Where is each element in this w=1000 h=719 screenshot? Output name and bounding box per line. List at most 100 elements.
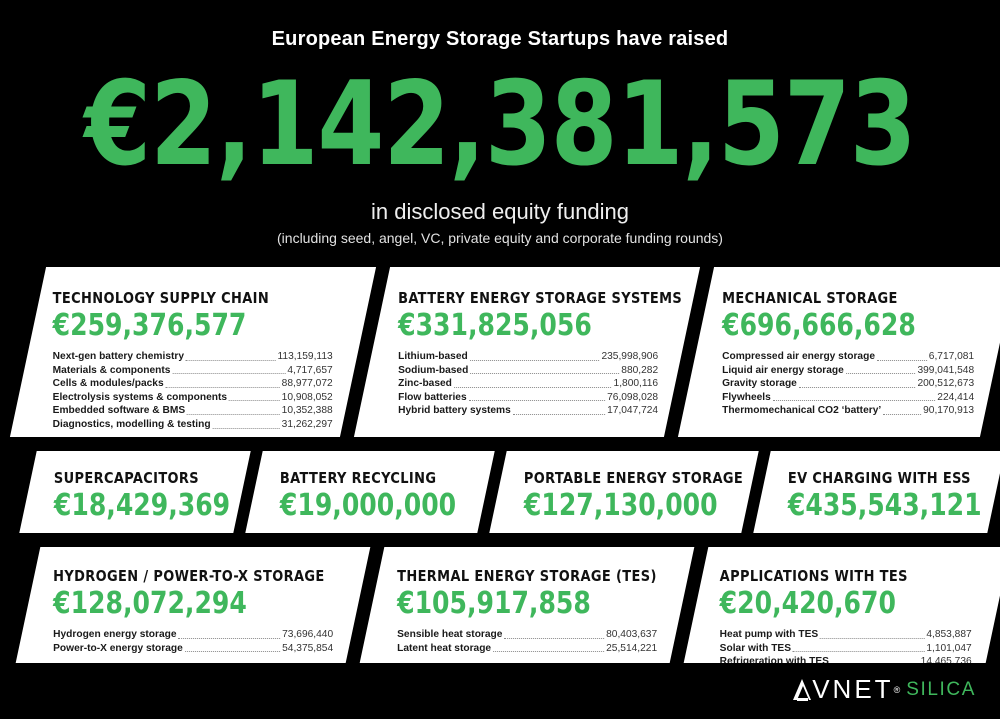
list-item: Next-gen battery chemistry 113,159,113 bbox=[53, 350, 333, 364]
item-label: Flow batteries bbox=[398, 391, 467, 403]
leader-dots bbox=[165, 378, 280, 388]
list-item: Cells & modules/packs 88,977,072 bbox=[53, 377, 333, 391]
card-item-list: Compressed air energy storage 6,717,081 Li… bbox=[722, 350, 974, 418]
card-amount: €331,825,056 bbox=[398, 308, 592, 343]
avnet-a-icon bbox=[793, 677, 812, 703]
leader-dots bbox=[212, 419, 280, 429]
card-item-list: Sensible heat storage 80,403,637 Latent he… bbox=[397, 628, 657, 655]
list-item: Hydrogen energy storage 73,696,440 bbox=[53, 628, 333, 642]
category-card[interactable]: PORTABLE ENERGY STORAGE €127,130,000 bbox=[489, 451, 759, 533]
list-item: Diagnostics, modelling & testing 31,262,2… bbox=[53, 418, 333, 432]
card-title: HYDROGEN / POWER-TO-X STORAGE bbox=[53, 567, 325, 585]
list-item: Solar with TES 1,101,047 bbox=[720, 642, 972, 656]
item-label: Electrolysis systems & components bbox=[52, 391, 228, 403]
hero-total-amount: €2,142,381,573 bbox=[84, 57, 916, 192]
card-amount: €20,420,670 bbox=[719, 586, 896, 621]
item-value: 10,908,052 bbox=[281, 391, 333, 403]
hero-note: (including seed, angel, VC, private equi… bbox=[277, 230, 723, 246]
item-value: 31,262,297 bbox=[281, 418, 333, 430]
leader-dots bbox=[830, 656, 919, 663]
card-amount: €696,666,628 bbox=[722, 308, 916, 343]
leader-dots bbox=[470, 365, 620, 375]
card-title: MECHANICAL STORAGE bbox=[722, 289, 898, 307]
list-item: Sensible heat storage 80,403,637 bbox=[397, 628, 657, 642]
item-label: Power-to-X energy storage bbox=[53, 642, 183, 654]
item-value: 88,977,072 bbox=[281, 378, 333, 390]
item-label: Hydrogen energy storage bbox=[53, 629, 177, 640]
card-amount: €259,376,577 bbox=[52, 308, 247, 343]
category-card[interactable]: APPLICATIONS WITH TES €20,420,670 Heat pum… bbox=[683, 547, 1000, 663]
card-title: THERMAL ENERGY STORAGE (TES) bbox=[397, 567, 657, 585]
leader-dots bbox=[468, 392, 606, 402]
list-item: Gravity storage 200,512,673 bbox=[722, 377, 974, 391]
item-value: 90,170,913 bbox=[923, 405, 975, 417]
card-row-detailed-top: TECHNOLOGY SUPPLY CHAIN €259,376,577 Next-… bbox=[9, 267, 1000, 437]
list-item: Latent heat storage 25,514,221 bbox=[397, 642, 657, 656]
item-value: 399,041,548 bbox=[917, 364, 975, 376]
leader-dots bbox=[793, 643, 925, 653]
item-value: 80,403,637 bbox=[606, 629, 658, 640]
item-value: 113,159,113 bbox=[277, 351, 333, 362]
item-value: 17,047,724 bbox=[607, 405, 659, 417]
category-card[interactable]: HYDROGEN / POWER-TO-X STORAGE €128,072,29… bbox=[15, 547, 371, 663]
card-item-list: Hydrogen energy storage 73,696,440 Power-t… bbox=[53, 628, 333, 655]
list-item: Lithium-based 235,998,906 bbox=[398, 350, 658, 364]
item-value: 235,998,906 bbox=[601, 351, 659, 362]
leader-dots bbox=[876, 351, 927, 361]
item-value: 76,098,028 bbox=[607, 391, 659, 403]
card-amount: €127,130,000 bbox=[523, 488, 718, 523]
item-value: 25,514,221 bbox=[606, 642, 658, 654]
item-label: Cells & modules/packs bbox=[52, 378, 164, 390]
leader-dots bbox=[229, 392, 280, 402]
list-item: Zinc-based 1,800,116 bbox=[398, 377, 658, 391]
category-card[interactable]: TECHNOLOGY SUPPLY CHAIN €259,376,577 Next-… bbox=[9, 267, 377, 437]
item-value: 4,853,887 bbox=[926, 629, 972, 640]
category-card[interactable]: BATTERY ENERGY STORAGE SYSTEMS €331,825,0… bbox=[353, 267, 701, 437]
item-label: Sodium-based bbox=[398, 364, 469, 376]
leader-dots bbox=[883, 405, 922, 415]
leader-dots bbox=[172, 365, 286, 375]
item-label: Heat pump with TES bbox=[719, 629, 819, 640]
leader-dots bbox=[845, 365, 916, 375]
list-item: Hybrid battery systems 17,047,724 bbox=[398, 404, 658, 418]
item-label: Next-gen battery chemistry bbox=[52, 351, 185, 362]
card-title: PORTABLE ENERGY STORAGE bbox=[523, 469, 744, 487]
item-label: Gravity storage bbox=[722, 378, 797, 390]
list-item: Materials & components 4,717,657 bbox=[53, 364, 333, 378]
item-value: 200,512,673 bbox=[917, 378, 975, 390]
leader-dots bbox=[469, 351, 600, 361]
list-item: Refrigeration with TES 14,465,736 bbox=[720, 655, 972, 663]
list-item: Electrolysis systems & components 10,908,… bbox=[53, 391, 333, 405]
item-value: 14,465,736 bbox=[920, 656, 972, 663]
item-label: Refrigeration with TES bbox=[719, 656, 829, 663]
category-card[interactable]: BATTERY RECYCLING €19,000,000 bbox=[245, 451, 495, 533]
item-value: 1,800,116 bbox=[613, 378, 659, 390]
item-label: Lithium-based bbox=[398, 351, 468, 362]
item-value: 73,696,440 bbox=[282, 629, 334, 640]
leader-dots bbox=[186, 351, 276, 361]
card-title: BATTERY ENERGY STORAGE SYSTEMS bbox=[398, 289, 683, 307]
leader-dots bbox=[178, 629, 281, 639]
card-amount: €128,072,294 bbox=[53, 586, 247, 621]
hero-kicker: European Energy Storage Startups have ra… bbox=[271, 28, 729, 50]
item-label: Zinc-based bbox=[398, 378, 452, 390]
category-card[interactable]: SUPERCAPACITORS €18,429,369 bbox=[19, 451, 251, 533]
item-value: 224,414 bbox=[937, 391, 975, 403]
card-amount: €435,543,121 bbox=[787, 488, 982, 523]
card-title: BATTERY RECYCLING bbox=[279, 469, 437, 487]
category-card[interactable]: THERMAL ENERGY STORAGE (TES) €105,917,858… bbox=[359, 547, 695, 663]
card-row-summary: SUPERCAPACITORS €18,429,369 BATTERY RECYCL… bbox=[19, 451, 1000, 533]
list-item: Liquid air energy storage 399,041,548 bbox=[722, 364, 974, 378]
item-value: 6,717,081 bbox=[928, 351, 975, 362]
leader-dots bbox=[187, 405, 280, 415]
leader-dots bbox=[493, 643, 605, 653]
avnet-brand-text: VNET bbox=[812, 674, 894, 704]
list-item: Heat pump with TES 4,853,887 bbox=[720, 628, 972, 642]
card-title: EV CHARGING WITH ESS bbox=[787, 469, 971, 487]
list-item: Compressed air energy storage 6,717,081 bbox=[722, 350, 974, 364]
category-card[interactable]: MECHANICAL STORAGE €696,666,628 Compressed… bbox=[677, 267, 1000, 437]
list-item: Flow batteries 76,098,028 bbox=[398, 391, 658, 405]
avnet-wordmark: VNET ® bbox=[793, 674, 900, 705]
category-card[interactable]: EV CHARGING WITH ESS €435,543,121 bbox=[753, 451, 1000, 533]
item-label: Sensible heat storage bbox=[397, 629, 503, 640]
